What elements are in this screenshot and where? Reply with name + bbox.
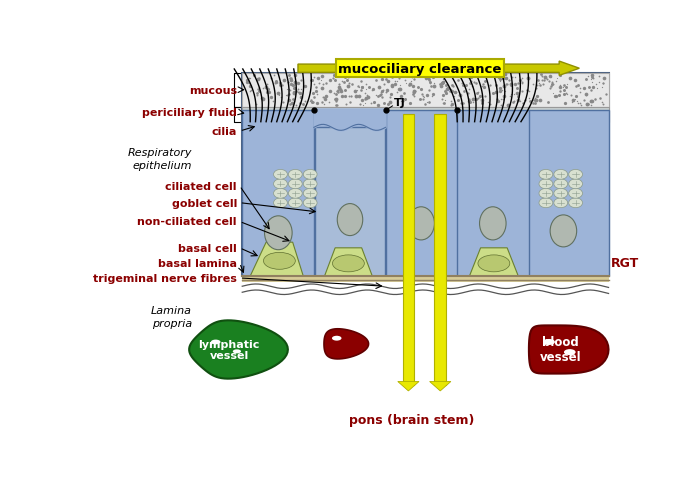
- Circle shape: [288, 199, 302, 208]
- Ellipse shape: [264, 216, 292, 250]
- Ellipse shape: [233, 349, 241, 354]
- Bar: [242, 275, 608, 282]
- Text: cilia: cilia: [212, 127, 237, 137]
- Polygon shape: [325, 248, 373, 277]
- Ellipse shape: [564, 349, 575, 355]
- Polygon shape: [189, 321, 288, 379]
- Circle shape: [569, 180, 582, 189]
- Text: mucous: mucous: [189, 85, 237, 96]
- Bar: [403, 115, 414, 386]
- Polygon shape: [529, 325, 608, 374]
- Ellipse shape: [332, 336, 342, 341]
- Bar: [315, 128, 384, 277]
- Circle shape: [288, 189, 302, 199]
- Text: pons (brain stem): pons (brain stem): [349, 413, 475, 426]
- Circle shape: [539, 199, 553, 208]
- Circle shape: [539, 180, 553, 189]
- Bar: [434, 115, 446, 386]
- Circle shape: [303, 180, 317, 189]
- Ellipse shape: [264, 253, 295, 270]
- Polygon shape: [469, 248, 519, 277]
- Circle shape: [303, 199, 317, 208]
- Ellipse shape: [337, 204, 363, 236]
- Text: non-ciliated cell: non-ciliated cell: [138, 217, 237, 227]
- Ellipse shape: [408, 207, 434, 241]
- Text: lymphatic
vessel: lymphatic vessel: [198, 339, 260, 361]
- Ellipse shape: [550, 215, 577, 247]
- Text: basal lamina: basal lamina: [158, 258, 237, 268]
- Text: TJ: TJ: [393, 98, 406, 107]
- Text: periciliary fluid: periciliary fluid: [142, 108, 237, 118]
- Text: mucociliary clearance: mucociliary clearance: [338, 62, 502, 76]
- Bar: [242, 111, 608, 277]
- Text: Respiratory: Respiratory: [127, 147, 192, 158]
- Text: ciliated cell: ciliated cell: [165, 182, 237, 191]
- Text: RGT: RGT: [611, 257, 639, 270]
- Circle shape: [288, 170, 302, 180]
- Ellipse shape: [211, 340, 221, 345]
- Circle shape: [554, 199, 568, 208]
- Circle shape: [554, 189, 568, 199]
- Text: trigeminal nerve fibres: trigeminal nerve fibres: [93, 273, 237, 284]
- FancyArrow shape: [298, 62, 580, 76]
- Text: epithelium: epithelium: [132, 161, 192, 171]
- Text: propria: propria: [151, 319, 192, 328]
- Bar: [242, 74, 608, 277]
- Ellipse shape: [478, 255, 510, 272]
- Polygon shape: [250, 243, 303, 277]
- Circle shape: [303, 189, 317, 199]
- Bar: [242, 107, 608, 122]
- Polygon shape: [324, 329, 369, 359]
- Circle shape: [539, 170, 553, 180]
- Ellipse shape: [543, 339, 555, 346]
- Ellipse shape: [479, 207, 506, 241]
- Bar: [242, 74, 608, 107]
- Circle shape: [539, 189, 553, 199]
- Circle shape: [569, 170, 582, 180]
- Ellipse shape: [332, 255, 364, 272]
- Circle shape: [554, 180, 568, 189]
- FancyArrow shape: [429, 382, 451, 391]
- Text: goblet cell: goblet cell: [171, 198, 237, 208]
- Circle shape: [273, 189, 287, 199]
- Circle shape: [303, 170, 317, 180]
- FancyArrow shape: [398, 382, 419, 391]
- Text: basal cell: basal cell: [178, 244, 237, 253]
- Circle shape: [288, 180, 302, 189]
- Circle shape: [569, 199, 582, 208]
- Text: blood
vessel: blood vessel: [540, 336, 582, 364]
- Text: Lamina: Lamina: [151, 305, 192, 315]
- Circle shape: [273, 199, 287, 208]
- Circle shape: [273, 170, 287, 180]
- Circle shape: [569, 189, 582, 199]
- Circle shape: [273, 180, 287, 189]
- Circle shape: [554, 170, 568, 180]
